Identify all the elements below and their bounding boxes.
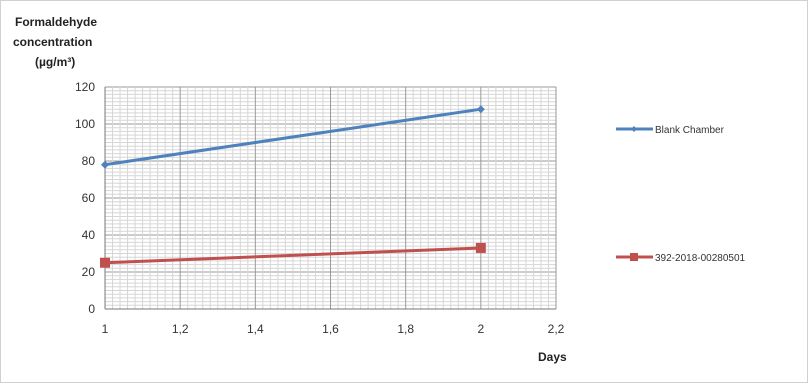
x-tick-label: 1,6 xyxy=(322,322,339,336)
x-tick-label: 1,4 xyxy=(247,322,264,336)
data-point-marker xyxy=(100,257,110,268)
y-tick-label: 40 xyxy=(82,228,96,242)
legend: Blank Chamber 392-2018-00280501 xyxy=(616,125,746,264)
legend-item: 392-2018-00280501 xyxy=(616,253,746,264)
data-point-marker xyxy=(476,105,485,114)
x-tick-label: 2,2 xyxy=(548,322,565,336)
y-tick-labels: 0 20 40 60 80 100 120 xyxy=(75,80,95,316)
axes xyxy=(104,87,556,310)
y-axis-title-line-1: Formaldehyde xyxy=(15,15,97,29)
y-axis-title-line-2: concentration xyxy=(13,35,92,49)
series-line xyxy=(104,107,482,167)
data-point-marker xyxy=(630,253,638,261)
y-tick-label: 0 xyxy=(88,302,95,316)
x-tick-label: 1,2 xyxy=(172,322,189,336)
x-tick-labels: 1 1,2 1,4 1,6 1,8 2 2,2 xyxy=(102,322,565,336)
series-line xyxy=(104,246,481,265)
grid xyxy=(104,86,557,310)
y-tick-label: 80 xyxy=(82,154,96,168)
legend-label: 392-2018-00280501 xyxy=(655,253,746,264)
y-tick-label: 120 xyxy=(75,80,95,94)
legend-item: Blank Chamber xyxy=(616,125,725,136)
x-tick-label: 1,8 xyxy=(397,322,414,336)
y-tick-label: 20 xyxy=(82,265,96,279)
legend-label: Blank Chamber xyxy=(655,125,725,136)
x-tick-label: 2 xyxy=(477,322,484,336)
x-tick-label: 1 xyxy=(102,322,109,336)
x-axis-title: Days xyxy=(538,350,567,364)
y-tick-label: 100 xyxy=(75,117,95,131)
y-axis-title: Formaldehyde concentration (µg/m³) xyxy=(13,15,97,69)
series xyxy=(100,105,486,268)
series-1 xyxy=(101,105,485,169)
y-tick-label: 60 xyxy=(82,191,96,205)
data-point-marker xyxy=(631,126,637,132)
series-2 xyxy=(100,242,486,268)
data-point-marker xyxy=(101,160,109,169)
y-axis-title-line-3: (µg/m³) xyxy=(35,55,75,69)
data-point-marker xyxy=(475,242,486,253)
